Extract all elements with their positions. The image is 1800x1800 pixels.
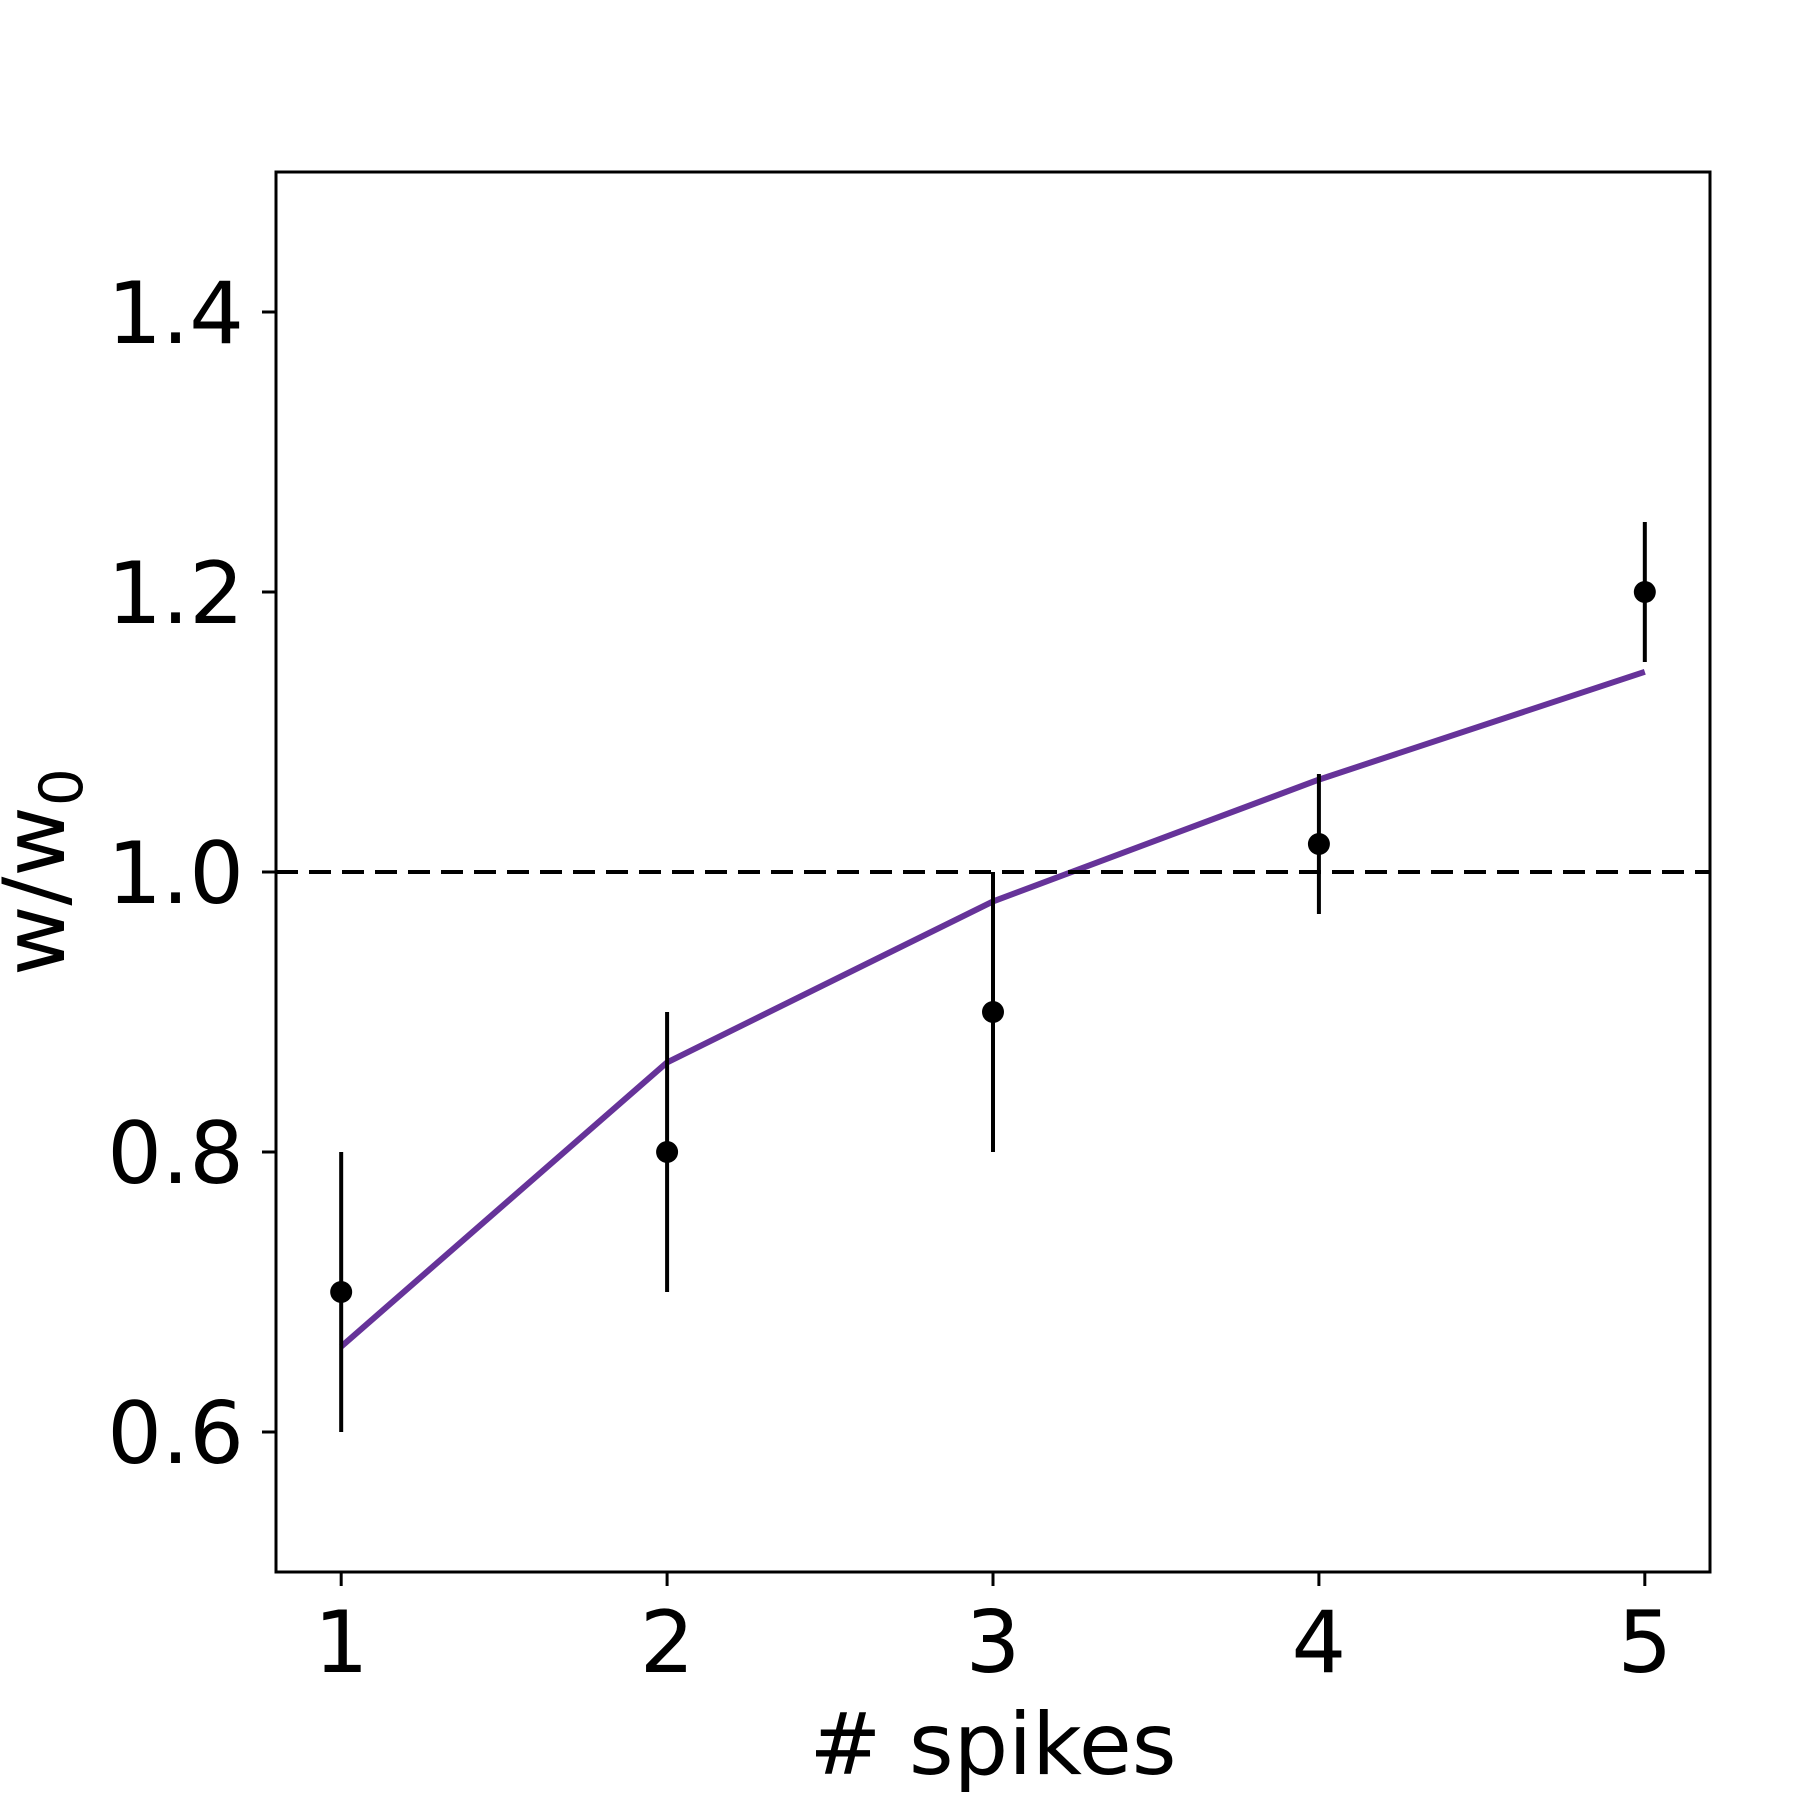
x-tick-label: 4 <box>1292 1593 1347 1693</box>
x-tick-label: 1 <box>314 1593 369 1693</box>
data-point <box>1307 833 1330 855</box>
x-tick-label: 3 <box>966 1593 1021 1693</box>
y-axis-label-subscript: 0 <box>27 768 97 806</box>
y-tick-label: 1.4 <box>107 264 244 364</box>
data-point <box>1633 581 1656 603</box>
svg-text:w/w0: w/w0 <box>0 768 97 976</box>
data-point <box>982 1001 1004 1023</box>
data-point <box>330 1281 353 1303</box>
x-axis: 1 2 3 4 5 <box>314 1572 1672 1693</box>
y-tick-label: 0.6 <box>107 1384 244 1484</box>
plot-area <box>276 522 1710 1432</box>
x-axis-label: # spikes <box>809 1695 1176 1795</box>
y-tick-label: 1.2 <box>107 544 244 644</box>
y-axis-label-main: w/w <box>0 806 85 976</box>
y-axis-label: w/w0 <box>0 768 97 976</box>
y-tick-label: 0.8 <box>107 1104 244 1204</box>
y-axis: 0.6 0.8 1.0 1.2 1.4 <box>107 264 276 1484</box>
x-tick-label: 5 <box>1617 1593 1672 1693</box>
x-tick-label: 2 <box>640 1593 695 1693</box>
y-tick-label: 1.0 <box>107 824 244 924</box>
data-point <box>656 1141 679 1163</box>
